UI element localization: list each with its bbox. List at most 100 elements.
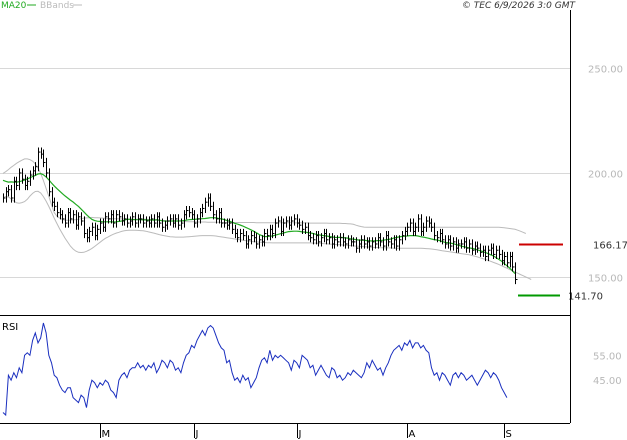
- price-bar: [97, 224, 100, 241]
- x-tick-label: J: [195, 429, 199, 440]
- price-bar: [146, 216, 149, 228]
- price-bar: [159, 212, 162, 228]
- rsi-y-tick-label: 55.00: [593, 351, 622, 362]
- rsi-y-tick-label: 45.00: [593, 376, 622, 387]
- price-bar: [264, 228, 267, 247]
- price-bar: [426, 216, 429, 232]
- price-bar: [442, 228, 445, 245]
- price-y-tick-label: 150.00: [588, 274, 623, 285]
- price-y-axis: 250.00 200.00 150.00: [588, 65, 623, 285]
- price-bar: [275, 218, 278, 239]
- price-bar: [189, 205, 192, 218]
- price-bar: [361, 235, 364, 249]
- price-bar: [326, 228, 329, 245]
- price-bar: [453, 237, 456, 251]
- price-bar: [167, 216, 170, 230]
- price-bar: [119, 210, 122, 222]
- price-bar: [170, 214, 173, 226]
- price-bar: [248, 235, 251, 249]
- price-bar: [38, 147, 41, 172]
- price-bar: [194, 210, 197, 228]
- price-bar: [135, 212, 138, 228]
- price-levels: 166.17 141.70: [518, 241, 627, 303]
- price-bar: [30, 170, 33, 186]
- price-bar: [154, 214, 157, 228]
- price-bar: [345, 237, 348, 249]
- x-tick-label: M: [102, 429, 111, 440]
- price-bar: [372, 237, 375, 251]
- price-bar: [256, 233, 259, 249]
- price-bar: [62, 210, 65, 224]
- price-bar: [415, 222, 418, 237]
- price-bar: [151, 214, 154, 228]
- price-bar: [11, 185, 14, 203]
- price-level-label: 141.70: [568, 292, 603, 303]
- price-bar: [496, 245, 499, 260]
- price-bar: [437, 231, 440, 243]
- price-bar: [216, 210, 219, 224]
- legend-bbands-label: BBands: [40, 1, 74, 11]
- price-bar: [232, 218, 235, 234]
- price-bar: [321, 233, 324, 247]
- price-bar: [469, 239, 472, 253]
- price-bar: [108, 212, 111, 224]
- price-gridlines: [0, 68, 570, 278]
- price-bar: [334, 235, 337, 249]
- price-bar: [399, 235, 402, 251]
- price-bar: [278, 216, 281, 228]
- price-bar: [22, 168, 25, 184]
- copyright-timestamp: © TEC 6/9/2026 3:0 GMT: [462, 1, 577, 11]
- price-bar: [402, 231, 405, 245]
- price-bar: [410, 218, 413, 232]
- price-bar: [291, 216, 294, 230]
- price-bar: [124, 214, 127, 226]
- price-level-label: 166.17: [593, 241, 627, 252]
- bbands-lower-line: [2, 190, 532, 280]
- price-bar: [493, 243, 496, 260]
- price-bar: [504, 251, 507, 266]
- price-bars: [3, 147, 518, 285]
- price-bar: [302, 220, 305, 234]
- price-bar: [310, 231, 313, 243]
- price-bar: [318, 231, 321, 247]
- price-bar: [210, 193, 213, 211]
- price-bar: [92, 222, 95, 237]
- price-bar: [388, 231, 391, 247]
- price-panel: 250.00 200.00 150.00 166.17 141.70: [0, 65, 627, 303]
- price-bar: [224, 218, 227, 228]
- x-tick-label: S: [506, 429, 512, 440]
- price-bar: [181, 218, 184, 230]
- price-bar: [396, 235, 399, 251]
- price-bar: [283, 218, 286, 237]
- price-bar: [213, 201, 216, 220]
- price-bar: [305, 222, 308, 234]
- price-bar: [267, 228, 270, 241]
- price-bar: [499, 245, 502, 260]
- price-y-tick-label: 250.00: [588, 65, 623, 76]
- price-bar: [100, 218, 103, 234]
- price-bar: [143, 214, 146, 228]
- price-bar: [391, 237, 394, 249]
- ma20-line: [2, 172, 516, 275]
- price-bar: [175, 214, 178, 228]
- price-bar: [407, 222, 410, 237]
- price-bar: [515, 262, 518, 285]
- price-bar: [140, 214, 143, 224]
- price-bar: [84, 216, 87, 239]
- rsi-line: [2, 322, 508, 417]
- price-bar: [450, 235, 453, 251]
- price-bar: [337, 235, 340, 247]
- price-bar: [466, 237, 469, 253]
- legend-ma20-label: MA20: [1, 1, 27, 11]
- price-bar: [356, 237, 359, 253]
- price-bar: [16, 176, 19, 191]
- price-bar: [89, 226, 92, 243]
- price-y-tick-label: 200.00: [588, 170, 623, 181]
- price-bar: [54, 197, 57, 211]
- price-bar: [423, 222, 426, 237]
- rsi-panel: RSI 55.00 45.00: [2, 322, 622, 417]
- price-bar: [35, 162, 38, 176]
- price-bar: [205, 197, 208, 214]
